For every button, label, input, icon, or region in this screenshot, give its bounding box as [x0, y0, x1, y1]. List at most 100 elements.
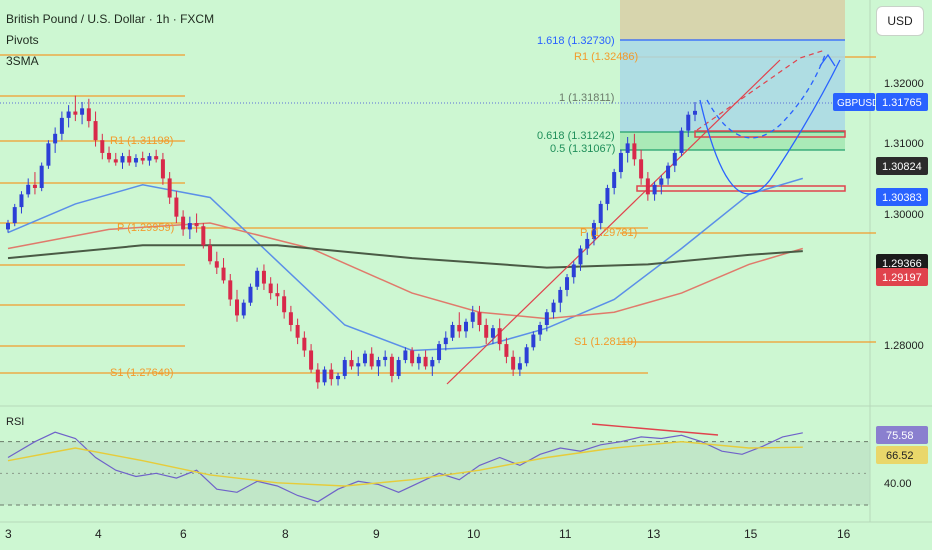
- candle-body: [336, 375, 341, 380]
- x-tick-label: 8: [282, 527, 289, 541]
- pivot-label: P (1.29959): [117, 222, 174, 234]
- y-tick-label: 1.28000: [884, 340, 924, 352]
- candle-body: [356, 363, 361, 367]
- fib-zone: [620, 132, 845, 150]
- candle-body: [154, 156, 159, 160]
- candle-body: [174, 197, 179, 217]
- resistance-zone: [694, 130, 846, 138]
- candle-body: [295, 324, 300, 338]
- arrow-icon: [819, 53, 836, 67]
- candle-body: [73, 111, 78, 115]
- candle-body: [53, 133, 58, 144]
- candle-body: [140, 158, 145, 161]
- candle-body: [464, 321, 468, 332]
- candle-body: [686, 114, 691, 131]
- pivot-label: R1 (1.32486): [574, 51, 638, 63]
- y-tick-label: 1.32000: [884, 78, 924, 90]
- candle-body: [315, 369, 320, 383]
- indicator-pivots[interactable]: Pivots: [6, 33, 39, 47]
- rsi-badge: 66.52: [886, 450, 914, 462]
- candle-body: [383, 356, 388, 361]
- candle-body: [39, 165, 44, 188]
- pivot-label: R1 (1.31198): [110, 135, 173, 147]
- candle-body: [255, 270, 260, 287]
- candle-body: [571, 264, 576, 278]
- pivot-label: S1 (1.27649): [110, 367, 174, 379]
- x-tick-label: 6: [180, 527, 187, 541]
- candle-body: [309, 350, 314, 370]
- rsi-badge-bg: [876, 426, 928, 444]
- candle-body: [100, 140, 105, 153]
- candle-body: [80, 108, 85, 115]
- x-tick-label: 10: [467, 527, 481, 541]
- candle-body: [46, 143, 51, 166]
- sma-line-2: [7, 244, 803, 269]
- candle-body: [679, 130, 684, 153]
- candle-body: [591, 223, 596, 239]
- candle-body: [66, 111, 71, 118]
- last-price-label: 1.31765: [882, 97, 922, 109]
- currency-button[interactable]: USD: [876, 6, 924, 36]
- candle-body: [389, 356, 394, 376]
- candle-body: [214, 261, 219, 268]
- candle-body: [268, 283, 273, 294]
- candle-body: [187, 223, 192, 230]
- candle-body: [396, 360, 401, 376]
- last-price-bg: [876, 93, 928, 111]
- candle-body: [26, 184, 31, 195]
- rsi-divergence-line: [591, 423, 719, 436]
- candle-body: [632, 143, 637, 160]
- price-badge-bg: [876, 157, 928, 175]
- candle-body: [477, 312, 482, 325]
- price-badge-bg: [876, 268, 928, 286]
- x-tick-label: 15: [744, 527, 758, 541]
- chart-title: British Pound / U.S. Dollar · 1h · FXCM: [6, 12, 215, 26]
- candle-body: [693, 110, 697, 115]
- candle-body: [369, 353, 374, 367]
- candle-body: [228, 280, 233, 300]
- price-badge-bg: [876, 254, 928, 272]
- symbol-badge-bg: [833, 93, 875, 111]
- price-badge: 1.30824: [882, 161, 922, 173]
- candle-body: [288, 312, 293, 325]
- candle-body: [585, 238, 590, 249]
- candle-body: [652, 184, 657, 195]
- x-tick-label: 16: [837, 527, 851, 541]
- candle-body: [558, 289, 563, 303]
- candle-body: [147, 156, 152, 161]
- indicator-sma[interactable]: 3SMA: [6, 54, 39, 68]
- fib-label: 1.618 (1.32730): [537, 35, 615, 47]
- candle-body: [443, 337, 448, 345]
- candle-body: [416, 356, 421, 364]
- candle-body: [450, 324, 455, 338]
- candle-body: [544, 312, 549, 325]
- fib-label: 0.5 (1.31067): [550, 143, 615, 155]
- price-badge: 1.29366: [882, 258, 922, 270]
- candle-body: [167, 178, 172, 198]
- candle-body: [19, 194, 24, 208]
- candle-body: [241, 302, 246, 316]
- candle-body: [659, 178, 664, 185]
- candle-body: [261, 270, 266, 284]
- candle-body: [517, 363, 522, 370]
- x-tick-label: 13: [647, 527, 661, 541]
- rsi-badge-bg: [876, 446, 928, 464]
- candle-body: [376, 360, 381, 367]
- x-tick-label: 3: [5, 527, 12, 541]
- x-tick-label: 4: [95, 527, 102, 541]
- fib-label: 0.618 (1.31242): [537, 130, 615, 142]
- candle-body: [484, 324, 489, 338]
- candle-body: [12, 207, 17, 224]
- price-badge-bg: [876, 188, 928, 206]
- candle-body: [423, 356, 428, 367]
- candle-body: [490, 328, 495, 338]
- candle-body: [322, 369, 327, 383]
- candle-body: [342, 360, 347, 376]
- price-badge: 1.29197: [882, 272, 922, 284]
- candle-body: [127, 156, 132, 163]
- candle-body: [201, 226, 206, 246]
- candle-body: [362, 353, 367, 364]
- candle-body: [551, 302, 556, 313]
- candle-body: [221, 267, 226, 281]
